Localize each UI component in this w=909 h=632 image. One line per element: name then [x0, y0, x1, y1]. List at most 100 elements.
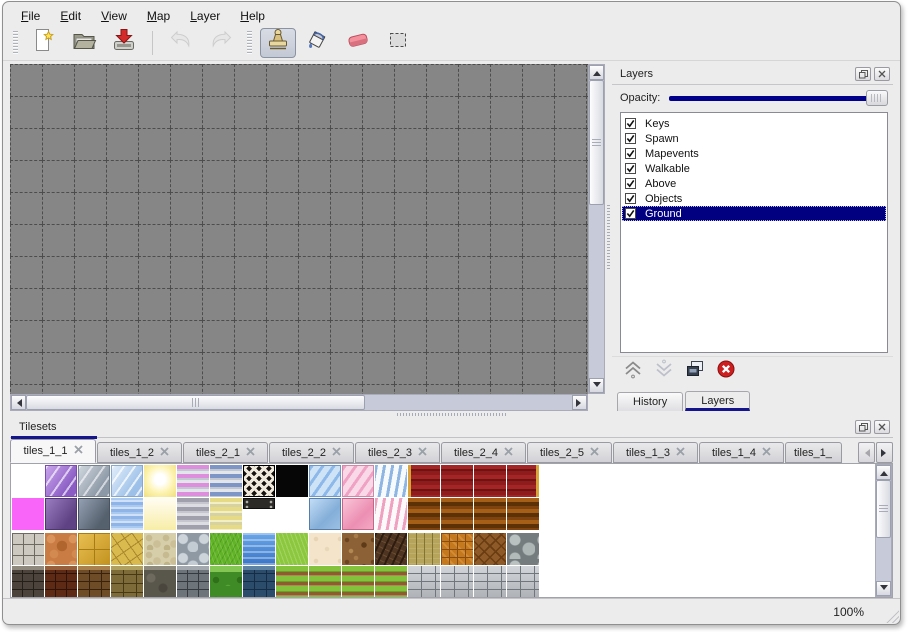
scroll-up-button[interactable]	[876, 465, 891, 480]
tileset-tab-tiles_2_2[interactable]: tiles_2_2	[269, 442, 354, 463]
float-panel-button[interactable]	[855, 67, 871, 81]
tile-wall-redbrick[interactable]	[45, 566, 77, 597]
tile-carpet-brown[interactable]	[408, 498, 440, 530]
tileset-tab-tiles_1_1[interactable]: tiles_1_1	[10, 439, 96, 463]
tile-lattice[interactable]	[243, 465, 275, 497]
tile-glow-pale[interactable]	[144, 498, 176, 530]
tile-glass-pink-solid[interactable]	[342, 498, 374, 530]
tile-weave-orange[interactable]	[441, 533, 473, 565]
layer-row-keys[interactable]: Keys	[622, 116, 886, 131]
tile-glass-blue[interactable]	[111, 465, 143, 497]
tile-glass-blue-diag[interactable]	[309, 465, 341, 497]
tile-flagstone[interactable]	[111, 533, 143, 565]
tile-glass-gray-dark[interactable]	[78, 498, 110, 530]
layer-row-walkable[interactable]: Walkable	[622, 161, 886, 176]
tile-glass-blue-solid[interactable]	[309, 498, 341, 530]
menu-file[interactable]: File	[21, 9, 41, 23]
layer-visibility-checkbox[interactable]	[625, 133, 636, 144]
tile-field-rows[interactable]	[375, 566, 407, 597]
tile-carpet-brown[interactable]	[507, 498, 539, 530]
tile-black[interactable]	[276, 465, 308, 497]
scroll-track[interactable]	[26, 395, 572, 410]
tileset-tab-tiles_1_3[interactable]: tiles_1_3	[613, 442, 698, 463]
scroll-left-button[interactable]	[11, 395, 26, 410]
tile-pebble-beige[interactable]	[144, 533, 176, 565]
tile-carpet-red[interactable]	[441, 465, 473, 497]
layer-row-objects[interactable]: Objects	[622, 191, 886, 206]
duplicate-layer-button[interactable]	[683, 361, 707, 383]
tile-metal-plate[interactable]	[243, 498, 275, 509]
tileset-tab-tiles_2_3[interactable]: tiles_2_3	[355, 442, 440, 463]
tile-field-rows[interactable]	[276, 566, 308, 597]
tile-cobble-orange[interactable]	[45, 533, 77, 565]
select-tool-button[interactable]	[380, 28, 416, 58]
scroll-thumb[interactable]	[876, 480, 891, 538]
tile-carpet-red[interactable]	[474, 465, 506, 497]
tileset-tab-tiles_1_2[interactable]: tiles_1_2	[97, 442, 182, 463]
tileset-tab-tiles_1_[interactable]: tiles_1_	[785, 442, 842, 463]
save-map-button[interactable]	[106, 28, 142, 58]
float-panel-button[interactable]	[855, 420, 871, 434]
scroll-thumb[interactable]	[589, 80, 604, 206]
layer-row-mapevents[interactable]: Mapevents	[622, 146, 886, 161]
scroll-track[interactable]	[876, 480, 891, 581]
tab-close-icon[interactable]	[504, 446, 513, 459]
tile-wall-lightbrick[interactable]	[441, 566, 473, 597]
opacity-slider-handle[interactable]	[866, 90, 888, 106]
scroll-up-button[interactable]	[589, 65, 604, 80]
open-map-button[interactable]	[66, 28, 102, 58]
palette-vertical-scrollbar[interactable]	[875, 464, 892, 597]
tile-wall-brownbrick[interactable]	[78, 566, 110, 597]
opacity-slider-track[interactable]	[669, 96, 884, 101]
opacity-slider[interactable]	[669, 90, 888, 106]
tile-carpet-brown[interactable]	[441, 498, 473, 530]
layer-visibility-checkbox[interactable]	[625, 118, 636, 129]
layer-visibility-checkbox[interactable]	[625, 148, 636, 159]
tab-close-icon[interactable]	[73, 445, 83, 457]
tile-stone-pile[interactable]	[507, 533, 539, 565]
scroll-tabs-right-button[interactable]	[876, 442, 893, 463]
raise-layer-button[interactable]	[621, 361, 645, 383]
tab-close-icon[interactable]	[160, 446, 169, 459]
tile-wall-dark[interactable]	[12, 566, 44, 597]
tile-sand[interactable]	[309, 533, 341, 565]
tile-water-shimmer[interactable]	[111, 498, 143, 530]
stamp-tool-button[interactable]	[260, 27, 296, 58]
tileset-tab-tiles_1_4[interactable]: tiles_1_4	[699, 442, 784, 463]
tile-shingles[interactable]	[375, 533, 407, 565]
new-map-button[interactable]	[26, 28, 62, 58]
tileset-tab-tiles_2_1[interactable]: tiles_2_1	[183, 442, 268, 463]
tile-field-rows[interactable]	[342, 566, 374, 597]
map-canvas[interactable]	[10, 64, 588, 394]
scroll-down-button[interactable]	[589, 378, 604, 393]
tile-wall-bluebrick[interactable]	[243, 566, 275, 597]
dock-splitter-vertical[interactable]	[605, 64, 612, 411]
layer-row-ground[interactable]: Ground	[622, 206, 886, 221]
tile-wall-olive[interactable]	[111, 566, 143, 597]
tab-close-icon[interactable]	[676, 446, 685, 459]
tile-planks[interactable]	[408, 533, 440, 565]
layer-row-above[interactable]: Above	[622, 176, 886, 191]
layer-visibility-checkbox[interactable]	[625, 208, 636, 219]
tab-close-icon[interactable]	[590, 446, 599, 459]
menu-help[interactable]: Help	[240, 9, 265, 23]
menu-view[interactable]: View	[101, 9, 127, 23]
scroll-right-button[interactable]	[572, 395, 587, 410]
menu-map[interactable]: Map	[146, 9, 171, 23]
tile-grass-lime[interactable]	[276, 533, 308, 565]
tab-close-icon[interactable]	[762, 446, 771, 459]
tile-zigzag-pink[interactable]	[375, 498, 407, 530]
tile-glass-purple-dark[interactable]	[45, 498, 77, 530]
tile-carpet-red-left[interactable]	[408, 465, 440, 497]
delete-layer-button[interactable]	[714, 360, 738, 383]
layer-visibility-checkbox[interactable]	[625, 178, 636, 189]
layer-visibility-checkbox[interactable]	[625, 163, 636, 174]
tile-stripes-gray[interactable]	[177, 498, 209, 530]
tileset-tab-tiles_2_5[interactable]: tiles_2_5	[527, 442, 612, 463]
dock-tab-layers[interactable]: Layers	[685, 391, 751, 411]
menu-edit[interactable]: Edit	[60, 9, 82, 23]
lower-layer-button[interactable]	[652, 359, 676, 383]
tile-wall-lightbrick[interactable]	[408, 566, 440, 597]
tile-hedge[interactable]	[210, 566, 242, 597]
tile-glass-purple[interactable]	[45, 465, 77, 497]
